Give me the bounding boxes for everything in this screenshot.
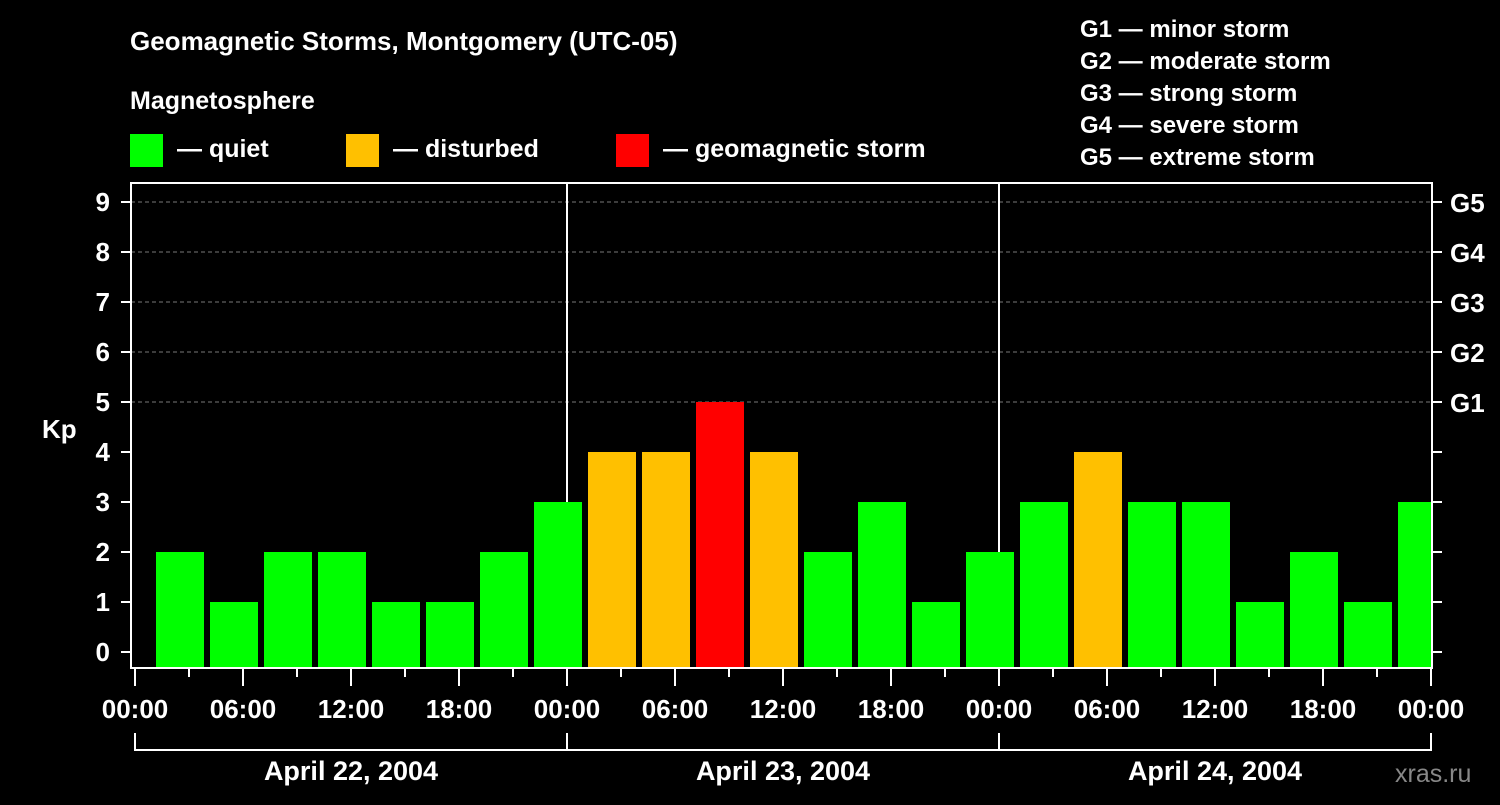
x-tick-label: 06:00 <box>642 694 709 724</box>
storm-scale-item: G3 — strong storm <box>1080 80 1297 107</box>
bar-0 <box>156 552 204 668</box>
day-bracket <box>566 733 1000 751</box>
x-tick-label: 12:00 <box>750 694 817 724</box>
x-tick-label: 00:00 <box>534 694 601 724</box>
x-tick-label: 06:00 <box>210 694 277 724</box>
bar-22 <box>1344 602 1392 668</box>
x-tick-label: 00:00 <box>1398 694 1465 724</box>
day-bracket <box>998 733 1432 751</box>
day-label: April 24, 2004 <box>1128 756 1302 786</box>
axes: 0 1 2 3 4 5 6 7 8 9 G1 G2 G3 G4 G5 00:00 06:00 12:00 18:00… <box>96 182 1485 786</box>
y-tick-label: 5 <box>96 387 110 417</box>
storm-scale-item: G5 — extreme storm <box>1080 144 1315 171</box>
bar-19 <box>1182 502 1230 668</box>
x-tick-label: 12:00 <box>318 694 385 724</box>
storm-level-label: G1 <box>1450 388 1485 418</box>
bar-18 <box>1128 502 1176 668</box>
bar-13 <box>858 502 906 668</box>
legend-label-1: — disturbed <box>393 135 539 163</box>
x-tick-label: 12:00 <box>1182 694 1249 724</box>
bar-15 <box>966 552 1014 668</box>
bar-2 <box>264 552 312 668</box>
y-tick-label: 7 <box>96 287 110 317</box>
legend-swatch-0 <box>130 134 163 167</box>
day-label: April 22, 2004 <box>264 756 438 786</box>
bar-5 <box>426 602 474 668</box>
bars <box>156 402 1431 668</box>
legend-swatch-1 <box>346 134 379 167</box>
bar-20 <box>1236 602 1284 668</box>
legend-swatch-2 <box>616 134 649 167</box>
bar-14 <box>912 602 960 668</box>
bar-4 <box>372 602 420 668</box>
y-tick-label: 4 <box>96 437 111 467</box>
bar-11 <box>750 452 798 668</box>
bar-1 <box>210 602 258 668</box>
storm-scale-item: G2 — moderate storm <box>1080 48 1331 75</box>
bar-3 <box>318 552 366 668</box>
x-tick-label: 00:00 <box>102 694 169 724</box>
bar-16 <box>1020 502 1068 668</box>
y-tick-label: 1 <box>96 587 110 617</box>
bar-21 <box>1290 552 1338 668</box>
y-axis-label: Kp <box>42 414 77 444</box>
storm-scale-item: G4 — severe storm <box>1080 112 1299 139</box>
legend-title: Magnetosphere <box>130 87 315 115</box>
x-tick-label: 18:00 <box>858 694 925 724</box>
plot-frame <box>130 182 1433 669</box>
storm-level-label: G2 <box>1450 338 1485 368</box>
bar-6 <box>480 552 528 668</box>
day-label: April 23, 2004 <box>696 756 870 786</box>
storm-level-label: G4 <box>1450 238 1485 268</box>
y-tick-label: 9 <box>96 187 110 217</box>
bar-23 <box>1398 502 1431 668</box>
day-bracket <box>134 733 568 751</box>
storm-scale-legend: G1 — minor storm G2 — moderate storm G3 — … <box>1080 16 1331 171</box>
bar-10 <box>696 402 744 668</box>
y-tick-label: 6 <box>96 337 110 367</box>
bar-7 <box>534 502 582 668</box>
legend-label-2: — geomagnetic storm <box>663 135 926 163</box>
y-tick-label: 2 <box>96 537 110 567</box>
bar-17 <box>1074 452 1122 668</box>
bar-8 <box>588 452 636 668</box>
y-tick-label: 0 <box>96 637 110 667</box>
x-tick-label: 18:00 <box>426 694 493 724</box>
storm-level-label: G5 <box>1450 188 1485 218</box>
y-tick-label: 3 <box>96 487 110 517</box>
x-tick-label: 06:00 <box>1074 694 1141 724</box>
watermark: xras.ru <box>1395 760 1471 788</box>
legend-label-0: — quiet <box>177 135 269 163</box>
storm-level-label: G3 <box>1450 288 1485 318</box>
x-tick-label: 00:00 <box>966 694 1033 724</box>
bar-9 <box>642 452 690 668</box>
storm-scale-item: G1 — minor storm <box>1080 16 1289 43</box>
legend: — quiet — disturbed — geomagnetic storm <box>130 134 926 167</box>
chart-title: Geomagnetic Storms, Montgomery (UTC-05) <box>130 26 678 56</box>
x-tick-label: 18:00 <box>1290 694 1357 724</box>
y-tick-label: 8 <box>96 237 110 267</box>
bar-12 <box>804 552 852 668</box>
